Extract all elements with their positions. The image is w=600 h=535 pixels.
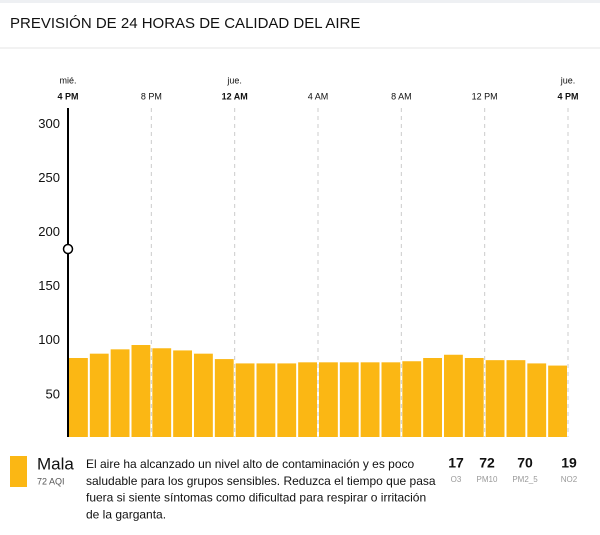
bar	[402, 361, 422, 437]
description-line: El aire ha alcanzado un nivel alto de co…	[86, 457, 415, 471]
top-border	[0, 0, 600, 3]
y-tick-label: 150	[38, 278, 60, 293]
bar	[173, 350, 192, 437]
bar	[339, 362, 359, 437]
x-tick-label: 4 PM	[557, 91, 578, 101]
bar	[110, 349, 130, 437]
x-tick-label: 4 PM	[57, 91, 78, 101]
bar	[256, 363, 276, 437]
level-swatch	[10, 456, 27, 487]
y-tick-label: 50	[46, 386, 60, 401]
bar	[69, 357, 88, 437]
bar	[319, 362, 338, 437]
bar	[423, 357, 442, 437]
x-tick-label: 8 PM	[141, 91, 162, 101]
description-line: de la garganta.	[86, 507, 166, 521]
pollutant-value: 72	[479, 455, 495, 471]
x-tick-label: 12 PM	[472, 91, 498, 101]
description-line: fuera si siente síntomas como dificultad…	[86, 491, 426, 505]
bar	[360, 362, 380, 437]
pollutant-name: O3	[451, 475, 462, 484]
bar	[506, 360, 526, 437]
pollutant-value: 70	[517, 455, 533, 471]
bar	[381, 362, 401, 437]
bar	[527, 363, 547, 437]
y-tick-label: 100	[38, 332, 60, 347]
aqi: 72 AQI	[37, 476, 65, 486]
pollutant-name: PM10	[477, 475, 498, 484]
pollutant-name: NO2	[561, 475, 578, 484]
x-tick-day: jue.	[560, 75, 576, 85]
description-line: saludable para los grupos sensibles. Red…	[86, 474, 436, 488]
x-tick-day: mié.	[59, 75, 76, 85]
bar	[548, 365, 567, 437]
x-tick-day: jue.	[226, 75, 242, 85]
bar	[485, 360, 505, 437]
x-tick-label: 12 AM	[222, 91, 248, 101]
level: Mala	[37, 454, 74, 473]
bar	[277, 363, 297, 437]
y-tick-label: 300	[38, 116, 60, 131]
pollutant-name: PM2_5	[512, 475, 538, 484]
time-marker	[62, 243, 74, 255]
x-tick-label: 8 AM	[391, 91, 412, 101]
pollutant-value: 19	[561, 455, 577, 471]
bar	[464, 357, 484, 437]
bar	[235, 363, 255, 437]
pollutant-value: 17	[448, 455, 464, 471]
bar	[131, 345, 151, 437]
x-tick-label: 4 AM	[308, 91, 329, 101]
bar	[89, 353, 109, 437]
bar	[214, 359, 234, 437]
y-tick-label: 250	[38, 170, 60, 185]
bar	[194, 353, 213, 437]
bar	[444, 354, 463, 437]
bar	[152, 348, 172, 437]
y-tick-label: 200	[38, 224, 60, 239]
title: PREVISIÓN DE 24 HORAS DE CALIDAD DEL AIR…	[10, 15, 360, 32]
bar	[298, 362, 317, 437]
